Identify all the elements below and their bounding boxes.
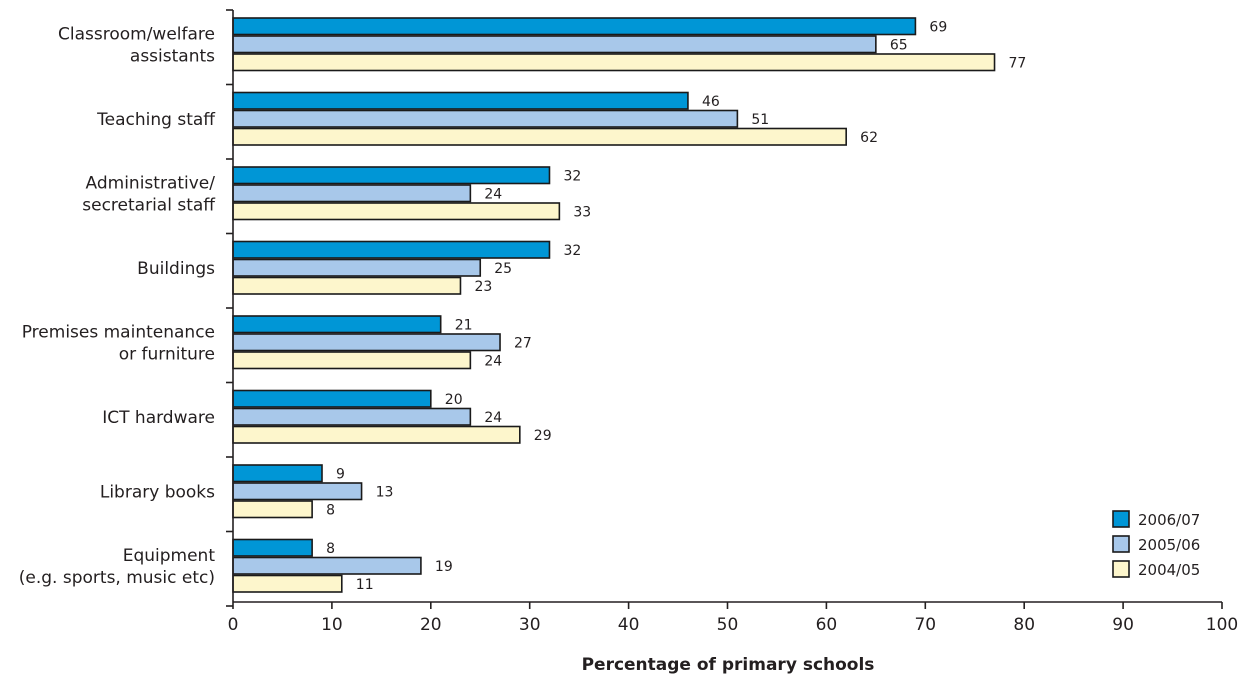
legend-label: 2006/07 — [1138, 511, 1200, 529]
bar-value-label: 32 — [563, 243, 581, 259]
bar — [232, 482, 363, 501]
bar-value-label: 27 — [514, 335, 532, 351]
legend-swatch — [1112, 535, 1130, 553]
x-tick-label: 70 — [914, 615, 936, 635]
bar — [232, 202, 561, 221]
legend-swatch — [1112, 560, 1130, 578]
bar — [232, 538, 313, 557]
bar — [232, 407, 472, 426]
bar — [232, 258, 482, 277]
bar-value-label: 69 — [929, 19, 947, 35]
category-label: Equipment (e.g. sports, music etc) — [19, 546, 216, 588]
bar — [232, 109, 739, 128]
bar — [232, 315, 442, 334]
category-label: Buildings — [137, 259, 215, 279]
bar-value-label: 24 — [484, 353, 502, 369]
bar-value-label: 77 — [1009, 55, 1027, 71]
category-label: Library books — [100, 482, 215, 502]
legend-swatch — [1112, 510, 1130, 528]
bar-value-label: 19 — [435, 559, 453, 575]
bar-value-label: 8 — [326, 541, 335, 557]
bar — [232, 53, 996, 72]
bar — [232, 333, 501, 352]
bar — [232, 35, 877, 54]
bar — [232, 464, 323, 483]
x-tick-label: 40 — [618, 615, 640, 635]
bar-value-label: 29 — [534, 428, 552, 444]
bar — [232, 389, 432, 408]
bar-value-label: 9 — [336, 466, 345, 482]
bar — [232, 17, 917, 36]
category-label: Teaching staff — [96, 110, 216, 130]
x-tick-label: 10 — [321, 615, 343, 635]
legend-label: 2005/06 — [1138, 536, 1200, 554]
bar-value-label: 62 — [860, 130, 878, 146]
bar-value-label: 51 — [751, 112, 769, 128]
bar — [232, 425, 521, 444]
bar-value-label: 46 — [702, 94, 720, 110]
bar-value-label: 65 — [890, 37, 908, 53]
bar-value-label: 20 — [445, 392, 463, 408]
bar — [232, 127, 847, 146]
category-label: Premises maintenance or furniture — [22, 322, 215, 364]
bar — [232, 351, 472, 370]
category-labels-layer: Classroom/welfare assistants Teaching staf… — [19, 24, 217, 588]
legend-label: 2004/05 — [1138, 561, 1200, 579]
category-label: Administrative/secretarial staff — [82, 173, 216, 215]
bar-value-label: 25 — [494, 261, 512, 277]
bar — [232, 184, 472, 203]
bar — [232, 500, 313, 519]
category-label: ICT hardware — [102, 408, 215, 428]
bar-value-label: 32 — [563, 168, 581, 184]
bar — [232, 574, 343, 593]
x-tick-label: 0 — [228, 615, 239, 635]
axes-layer: 0 10 20 30 40 50 60 70 80 90 100 — [226, 9, 1238, 635]
bar — [232, 91, 689, 110]
x-tick-label: 30 — [519, 615, 541, 635]
bar-value-label: 24 — [484, 186, 502, 202]
x-axis-title: Percentage of primary schools — [582, 655, 875, 675]
bar-value-label: 23 — [474, 279, 492, 295]
category-label: Classroom/welfare assistants — [58, 24, 215, 66]
x-tick-label: 20 — [420, 615, 442, 635]
bar — [232, 166, 551, 185]
x-tick-label: 100 — [1206, 615, 1238, 635]
bar-value-label: 8 — [326, 502, 335, 518]
bar — [232, 276, 462, 295]
x-tick-label: 80 — [1013, 615, 1035, 635]
bar-value-label: 33 — [573, 204, 591, 220]
bar-value-label: 11 — [356, 577, 374, 593]
x-tick-label: 60 — [816, 615, 838, 635]
bar — [232, 556, 422, 575]
bar-value-label: 24 — [484, 410, 502, 426]
legend: 2006/07 2005/06 2004/05 — [1112, 510, 1200, 579]
bar — [232, 240, 551, 259]
x-tick-label: 90 — [1112, 615, 1134, 635]
bar-value-label: 21 — [455, 317, 473, 333]
x-tick-label: 50 — [717, 615, 739, 635]
bar-value-label: 13 — [376, 484, 394, 500]
bars-layer — [232, 17, 996, 593]
